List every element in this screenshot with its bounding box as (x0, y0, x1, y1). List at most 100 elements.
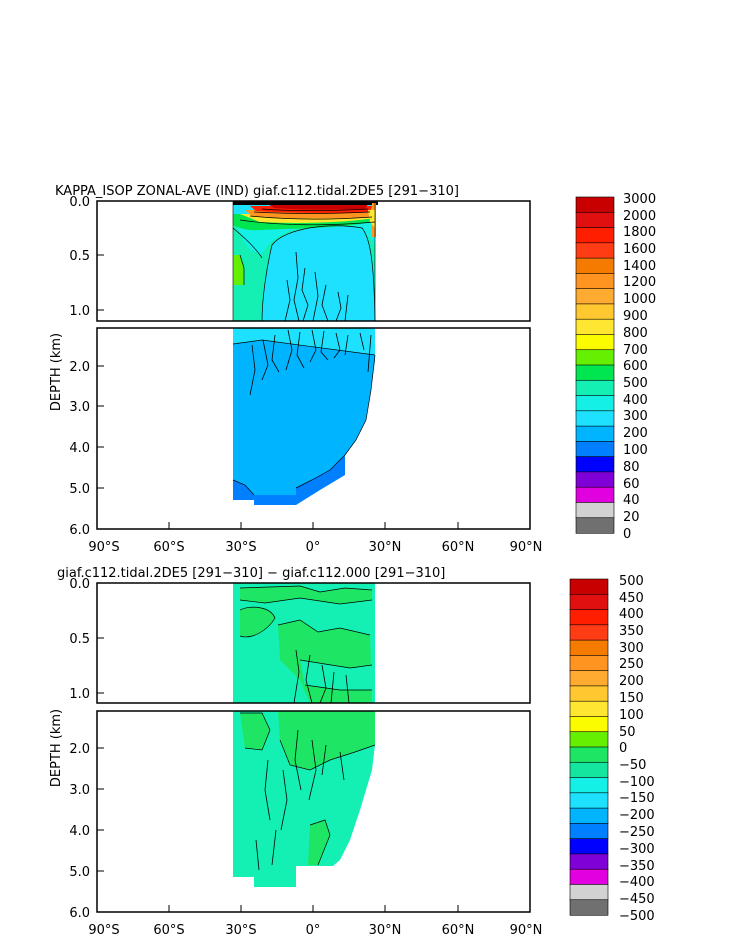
colorbar-swatch (569, 716, 609, 733)
colorbar-1-label: 80 (623, 460, 640, 475)
colorbar-swatch (569, 807, 609, 824)
panel-2-noise-contours (255, 729, 345, 871)
colorbar-2-label: −450 (619, 892, 655, 907)
panel-1-ytick: 0.5 (69, 249, 90, 264)
panel-1: KAPPA_ISOP ZONAL-AVE (IND) giaf.c112.tid… (49, 184, 656, 555)
panel-1-ytick: 6.0 (69, 523, 90, 538)
colorbar-2-label: −350 (619, 859, 655, 874)
colorbar-1-label: 0 (623, 527, 631, 542)
colorbar-swatch (575, 273, 615, 290)
colorbar-swatch (575, 471, 615, 488)
colorbar-2-label: −150 (619, 791, 655, 806)
panel-2-ytick: 6.0 (69, 906, 90, 921)
colorbar-1-label: 200 (623, 426, 648, 441)
colorbar-1-label: 600 (623, 359, 648, 374)
colorbar-2-label: 350 (619, 624, 644, 639)
colorbar-swatch (569, 868, 609, 886)
panel-1-xtick: 90°S (88, 540, 119, 555)
colorbar-2-label: 250 (619, 657, 644, 672)
colorbar-2-label: −50 (619, 758, 646, 773)
colorbar-1-label: 900 (623, 309, 648, 324)
panel-1-xtick: 60°N (442, 540, 475, 555)
panel-2-upper-frame (96, 582, 531, 704)
colorbar-2-label: 0 (619, 741, 627, 756)
colorbar-swatch (569, 624, 609, 641)
colorbar-swatch (575, 196, 615, 213)
colorbar-swatch (575, 395, 615, 412)
colorbar-swatch (575, 303, 615, 320)
panel-2-title: giaf.c112.tidal.2DE5 [291−310] − giaf.c1… (57, 566, 445, 581)
colorbar-swatch (569, 609, 609, 626)
colorbar-1-label: 60 (623, 477, 640, 492)
colorbar-2-label: −500 (619, 909, 655, 924)
colorbar-2-label: 500 (619, 574, 644, 589)
panel-1-colorbar (575, 196, 615, 534)
panel-2-xtick: 90°S (88, 923, 119, 938)
colorbar-swatch (575, 425, 615, 442)
colorbar-1-label: 300 (623, 409, 648, 424)
panel-2-xtick: 60°N (442, 923, 475, 938)
colorbar-2-label: 200 (619, 674, 644, 689)
panel-2-xtick: 90°N (510, 923, 543, 938)
colorbar-1-label: 400 (623, 393, 648, 408)
panel-2-ytick: 3.0 (69, 783, 90, 798)
colorbar-swatch (569, 685, 609, 702)
colorbar-2-label: −250 (619, 825, 655, 840)
panel-1-xtick: 0° (306, 540, 321, 555)
panel-2-ytick: 0.5 (69, 632, 90, 647)
colorbar-2-label: 50 (619, 725, 636, 740)
panel-2-ylabel: DEPTH (km) (49, 709, 64, 787)
colorbar-2-label: −200 (619, 808, 655, 823)
colorbar-swatch (569, 655, 609, 672)
panel-1-noise-contours (249, 329, 372, 396)
colorbar-2-label: 150 (619, 691, 644, 706)
colorbar-swatch (569, 578, 609, 595)
panel-1-noise-contours (284, 251, 349, 321)
colorbar-1-label: 1800 (623, 225, 656, 240)
panel-1-field-lower (232, 328, 376, 505)
colorbar-1-label: 3000 (623, 192, 656, 207)
colorbar-1-label: 500 (623, 376, 648, 391)
panel-2-ytick: 0.0 (69, 577, 90, 592)
colorbar-1-label: 800 (623, 326, 648, 341)
colorbar-swatch (569, 761, 609, 779)
colorbar-swatch (575, 379, 615, 397)
colorbar-2-label: 450 (619, 591, 644, 606)
panel-2-field-upper (233, 583, 375, 703)
colorbar-2-label: −400 (619, 875, 655, 890)
panel-2-colorbar (569, 578, 609, 916)
colorbar-1-label: 700 (623, 343, 648, 358)
panel-2: giaf.c112.tidal.2DE5 [291−310] − giaf.c1… (49, 566, 655, 938)
colorbar-1-label: 100 (623, 443, 648, 458)
colorbar-swatch (575, 364, 615, 381)
panel-1-ytick: 5.0 (69, 482, 90, 497)
colorbar-swatch (569, 777, 609, 794)
panel-1-ytick: 3.0 (69, 400, 90, 415)
colorbar-swatch (575, 441, 615, 458)
colorbar-1-label: 1400 (623, 259, 656, 274)
panel-1-ytick: 2.0 (69, 360, 90, 375)
colorbar-1-label: 40 (623, 493, 640, 508)
colorbar-swatch (569, 838, 609, 855)
panel-1-upper-frame (96, 200, 531, 322)
panel-2-xtick: 30°S (225, 923, 256, 938)
colorbar-swatch (569, 823, 609, 840)
colorbar-2-label: 100 (619, 708, 644, 723)
colorbar-swatch (575, 211, 615, 229)
panel-1-ylabel: DEPTH (km) (49, 333, 64, 411)
panel-1-xtick: 30°S (225, 540, 256, 555)
colorbar-1-label: 20 (623, 510, 640, 525)
panel-2-field-lower (233, 711, 376, 887)
colorbar-2-label: −300 (619, 842, 655, 857)
colorbar-swatch (569, 746, 609, 763)
colorbar-1-label: 1000 (623, 292, 656, 307)
panel-1-ytick: 1.0 (69, 304, 90, 319)
colorbar-2-label: −100 (619, 775, 655, 790)
panel-1-ytick: 0.0 (69, 195, 90, 210)
colorbar-swatch (575, 456, 615, 473)
colorbar-swatch (575, 318, 615, 336)
colorbar-swatch (569, 853, 609, 870)
panel-1-xtick: 30°N (369, 540, 402, 555)
colorbar-swatch (569, 899, 609, 916)
colorbar-swatch (575, 486, 615, 504)
